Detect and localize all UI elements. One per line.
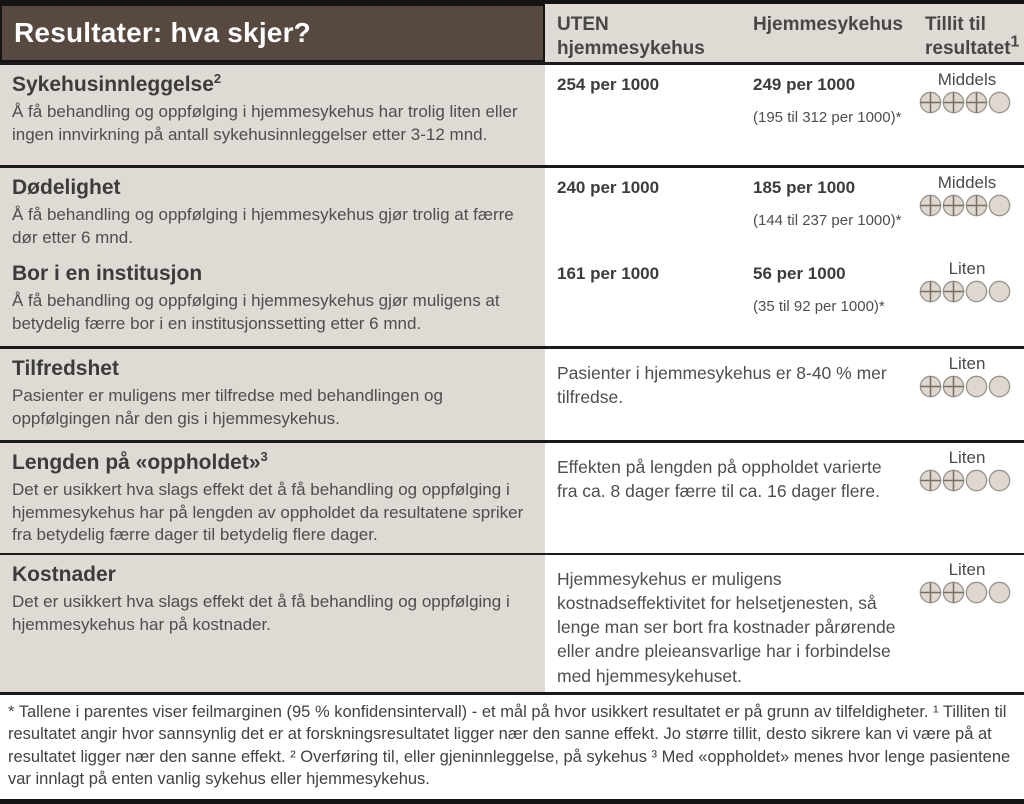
outcome-title-sup: 3	[260, 449, 268, 464]
table-row-lengden-pa-oppholdet: Lengden på «oppholdet»3 Det er usikkert …	[0, 440, 1024, 554]
outcome-description: Det er usikkert hva slags effekt det å f…	[12, 480, 524, 545]
outcome-title: Lengden på «oppholdet»3	[12, 450, 531, 476]
confidence-empty-circle-icon	[965, 470, 988, 492]
with-value: 56 per 1000	[753, 264, 846, 283]
outcome-title-text: Sykehusinnleggelse	[12, 73, 214, 96]
outcome-title-sup: 2	[213, 71, 222, 86]
with-value: 249 per 1000	[753, 75, 856, 94]
outcome-title: Kostnader	[12, 562, 531, 588]
confidence-label: Liten	[948, 560, 986, 579]
without-value: 254 per 1000	[545, 65, 741, 165]
confidence-interval: (195 til 312 per 1000)*	[753, 109, 902, 126]
confidence-plus-circle-icon	[919, 470, 942, 492]
confidence-plus-circle-icon	[942, 195, 965, 217]
confidence-plus-circle-icon	[919, 582, 942, 604]
confidence-plus-circle-icon	[919, 281, 942, 303]
outcome-title-text: Tilfredshet	[12, 357, 119, 380]
table-row-sykehusinnleggelse: Sykehusinnleggelse2 Å få behandling og o…	[0, 62, 1024, 165]
confidence-plus-circle-icon	[942, 470, 965, 492]
footnote: * Tallene i parentes viser feilmarginen …	[0, 692, 1024, 804]
table-header-row: Resultater: hva skjer? UTEN hjemmesykehu…	[0, 4, 1024, 62]
confidence-circles	[919, 375, 1022, 398]
confidence-plus-circle-icon	[942, 281, 965, 303]
confidence-plus-circle-icon	[919, 92, 942, 114]
confidence-plus-circle-icon	[942, 376, 965, 398]
page-title: Resultater: hva skjer?	[0, 4, 545, 62]
confidence-plus-circle-icon	[942, 582, 965, 604]
outcome-cell: Bor i en institusjon Å få behandling og …	[0, 254, 545, 346]
outcome-title: Dødelighet	[12, 175, 531, 201]
confidence-empty-circle-icon	[988, 195, 1011, 217]
confidence-cell: Middels	[913, 168, 1024, 256]
outcome-description: Å få behandling og oppfølging i hjemmesy…	[12, 291, 500, 333]
confidence-label: Liten	[948, 448, 986, 467]
confidence-cell: Liten	[913, 254, 1024, 346]
outcome-cell: Sykehusinnleggelse2 Å få behandling og o…	[0, 65, 545, 165]
table-row-kostnader: Kostnader Det er usikkert hva slags effe…	[0, 552, 1024, 692]
confidence-header-line1: Tillit til	[925, 14, 986, 35]
table-row-tilfredshet: Tilfredshet Pasienter er muligens mer ti…	[0, 346, 1024, 440]
confidence-label: Middels	[937, 173, 997, 192]
outcome-title: Sykehusinnleggelse2	[12, 72, 531, 98]
confidence-header-sup: 1	[1010, 33, 1020, 51]
outcome-cell: Dødelighet Å få behandling og oppfølging…	[0, 168, 545, 256]
outcome-cell: Tilfredshet Pasienter er muligens mer ti…	[0, 349, 545, 440]
outcome-description: Pasienter er muligens mer tilfredse med …	[12, 386, 443, 428]
confidence-empty-circle-icon	[965, 376, 988, 398]
confidence-empty-circle-icon	[988, 281, 1011, 303]
confidence-circles	[919, 280, 1022, 303]
with-value: 185 per 1000	[753, 178, 856, 197]
confidence-cell: Middels	[913, 65, 1024, 165]
confidence-circles	[919, 581, 1022, 604]
confidence-cell: Liten	[913, 443, 1024, 554]
result-summary: Hjemmesykehus er muligens kostnadseffekt…	[545, 555, 913, 692]
confidence-circles	[919, 91, 1022, 114]
outcome-title: Bor i en institusjon	[12, 261, 531, 287]
table-row-bor-i-institusjon: Bor i en institusjon Å få behandling og …	[0, 251, 1024, 346]
with-value-cell: 185 per 1000 (144 til 237 per 1000)*	[741, 168, 913, 256]
outcome-description: Å få behandling og oppfølging i hjemmesy…	[12, 205, 514, 247]
confidence-cell: Liten	[913, 349, 1024, 440]
outcome-cell: Kostnader Det er usikkert hva slags effe…	[0, 555, 545, 692]
confidence-plus-circle-icon	[965, 92, 988, 114]
confidence-interval: (144 til 237 per 1000)*	[753, 212, 902, 229]
confidence-label: Liten	[948, 259, 986, 278]
confidence-plus-circle-icon	[965, 195, 988, 217]
confidence-empty-circle-icon	[988, 376, 1011, 398]
outcome-description: Å få behandling og oppfølging i hjemmesy…	[12, 102, 518, 144]
outcome-cell: Lengden på «oppholdet»3 Det er usikkert …	[0, 443, 545, 554]
outcome-title: Tilfredshet	[12, 356, 531, 382]
result-summary: Effekten på lengden på oppholdet variert…	[545, 443, 913, 554]
confidence-plus-circle-icon	[919, 376, 942, 398]
confidence-empty-circle-icon	[965, 582, 988, 604]
confidence-plus-circle-icon	[942, 92, 965, 114]
confidence-circles	[919, 194, 1022, 217]
confidence-circles	[919, 469, 1022, 492]
result-summary: Pasienter i hjemmesykehus er 8-40 % mer …	[545, 349, 913, 440]
confidence-empty-circle-icon	[988, 470, 1011, 492]
confidence-empty-circle-icon	[988, 582, 1011, 604]
confidence-cell: Liten	[913, 555, 1024, 692]
outcome-title-text: Bor i en institusjon	[12, 262, 203, 285]
with-value-cell: 56 per 1000 (35 til 92 per 1000)*	[741, 254, 913, 346]
confidence-header-line2: resultatet	[925, 37, 1011, 59]
confidence-plus-circle-icon	[919, 195, 942, 217]
outcome-title-text: Dødelighet	[12, 176, 121, 199]
column-header-confidence: Tillit til resultatet1	[913, 4, 1024, 62]
column-header-without: UTEN hjemmesykehus	[545, 4, 741, 62]
confidence-label: Liten	[948, 354, 986, 373]
table-row-dodelighet: Dødelighet Å få behandling og oppfølging…	[0, 165, 1024, 256]
confidence-label: Middels	[937, 70, 997, 89]
confidence-empty-circle-icon	[988, 92, 1011, 114]
confidence-interval: (35 til 92 per 1000)*	[753, 298, 885, 315]
outcome-description: Det er usikkert hva slags effekt det å f…	[12, 592, 510, 634]
outcome-title-text: Lengden på «oppholdet»	[12, 451, 261, 474]
with-value-cell: 249 per 1000 (195 til 312 per 1000)*	[741, 65, 913, 165]
outcome-title-text: Kostnader	[12, 563, 116, 586]
confidence-empty-circle-icon	[965, 281, 988, 303]
without-value: 161 per 1000	[545, 254, 741, 346]
without-value: 240 per 1000	[545, 168, 741, 256]
column-header-with: Hjemmesykehus	[741, 4, 913, 62]
